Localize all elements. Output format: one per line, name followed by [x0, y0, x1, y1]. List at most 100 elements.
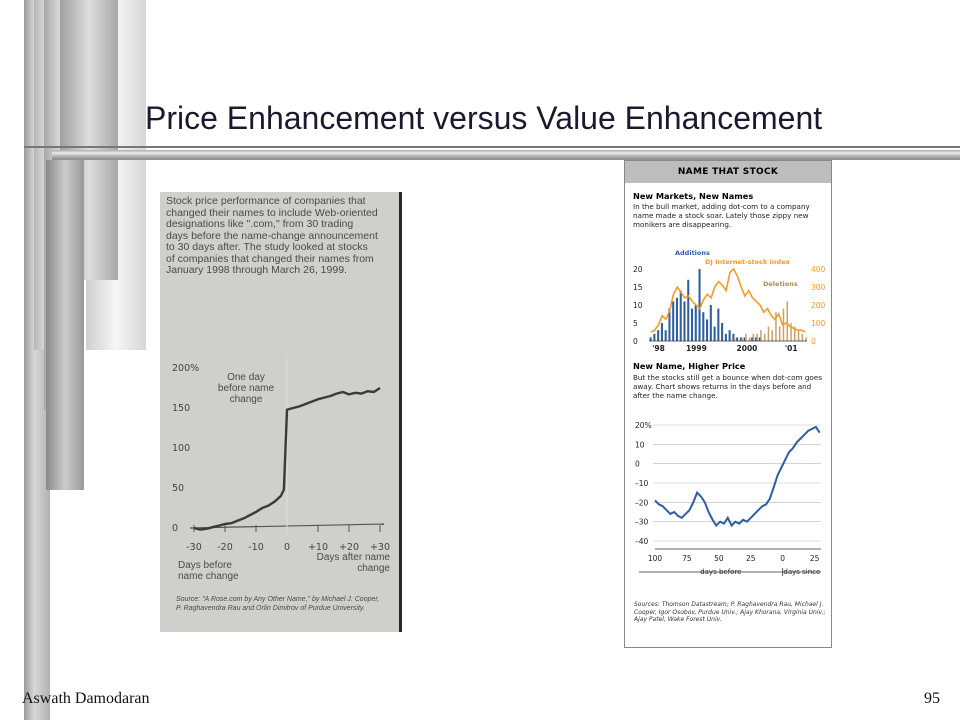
- top-x-tick: '98: [652, 344, 665, 353]
- left-series-line: [193, 386, 381, 531]
- bottom-x-tick: 100: [648, 554, 663, 563]
- bottom-x-tick: 0: [780, 554, 785, 563]
- label-index: DJ Internet-stock index: [705, 258, 790, 266]
- left-x-tick: +10: [308, 542, 328, 553]
- addition-bar: [709, 305, 712, 341]
- addition-bar: [672, 301, 675, 341]
- deletion-bar: [748, 337, 751, 341]
- top-y-tick-left: 20: [633, 265, 643, 274]
- left-y-tick: 150: [172, 403, 190, 414]
- top-y-tick-right: 0: [811, 337, 816, 346]
- deletion-bar: [778, 326, 781, 341]
- right-figure: NAME THAT STOCK New Markets, New Names I…: [624, 160, 832, 648]
- bottom-x-tick: 25: [810, 554, 820, 563]
- bottom-y-tick: –30: [635, 518, 649, 527]
- deletion-bar: [763, 333, 766, 341]
- addition-bar: [664, 330, 667, 341]
- bottom-x-tick: 75: [682, 554, 692, 563]
- bottom-chart-title: New Name, Higher Price: [633, 361, 746, 371]
- bottom-y-tick: 20%: [635, 421, 652, 430]
- addition-bar: [751, 337, 754, 341]
- left-source: Source: "A Rose.com by Any Other Name," …: [176, 596, 380, 612]
- left-figure: Stock price performance of companies tha…: [160, 192, 402, 632]
- title-rule-thin: [24, 146, 960, 148]
- left-x-tick: -10: [248, 542, 264, 553]
- left-caption: Stock price performance of companies tha…: [166, 195, 378, 276]
- left-y-tick: 200%: [172, 363, 199, 374]
- bottom-series-line: [654, 425, 821, 528]
- right-header: NAME THAT STOCK: [625, 161, 831, 183]
- addition-bar: [657, 330, 660, 341]
- deletion-bar: [741, 337, 743, 341]
- top-chart-text: In the bull market, adding dot-com to a …: [633, 202, 810, 229]
- deletion-bar: [801, 333, 804, 341]
- deletion-bar: [745, 333, 747, 341]
- left-annotation: One day before name change: [217, 372, 275, 405]
- addition-bar: [683, 301, 686, 341]
- bottom-y-tick: –20: [635, 498, 649, 507]
- addition-bar: [721, 323, 724, 341]
- title-rule: [52, 150, 960, 160]
- label-additions: Additions: [675, 249, 710, 257]
- deletion-bar: [775, 312, 777, 341]
- deletion-bar: [797, 330, 800, 341]
- label-days-since: days since: [783, 568, 820, 576]
- slide-title: Price Enhancement versus Value Enhanceme…: [145, 100, 823, 136]
- addition-bar: [660, 323, 663, 341]
- bottom-chart-text: But the stocks still get a bounce when d…: [633, 373, 822, 400]
- top-chart: 20 15 10 5 0 400 300 200 100 0 '98 1999 2000 '01 Addit…: [633, 249, 826, 353]
- addition-bar: [706, 319, 709, 341]
- addition-bar: [717, 308, 720, 341]
- left-y-tick: 100: [172, 443, 190, 454]
- left-x-tick: 0: [284, 542, 290, 553]
- left-y-tick: 0: [172, 523, 178, 534]
- author-footer: Aswath Damodaran: [22, 690, 150, 707]
- left-x-tick: -30: [186, 542, 202, 553]
- top-y-tick-left: 15: [633, 283, 643, 292]
- addition-bar: [758, 337, 761, 341]
- addition-bar: [732, 333, 735, 341]
- addition-bar: [736, 337, 739, 341]
- index-line: [650, 267, 806, 333]
- deletion-bar: [767, 326, 770, 341]
- addition-bar: [679, 290, 682, 341]
- top-y-tick-left: 10: [633, 301, 643, 310]
- deletion-bar: [752, 333, 755, 341]
- left-y-tick: 50: [172, 483, 184, 494]
- top-chart-title: New Markets, New Names: [633, 191, 754, 201]
- page-number: 95: [924, 690, 940, 707]
- left-chart: 200% 150 100 50 0 -30 -20 -10 0 +10 +20 +30: [172, 358, 390, 553]
- deletion-bar: [771, 330, 773, 341]
- top-y-tick-left: 0: [633, 337, 638, 346]
- bottom-y-tick: 0: [635, 460, 640, 469]
- addition-bar: [649, 337, 652, 341]
- addition-bar: [653, 333, 656, 341]
- left-xlabel-after: Days after name change: [316, 552, 390, 574]
- left-x-tick: -20: [217, 542, 233, 553]
- addition-bar: [739, 337, 742, 341]
- deletion-bar: [794, 326, 796, 341]
- addition-bar: [754, 337, 758, 341]
- bottom-y-tick: –40: [635, 537, 649, 546]
- deletion-bar: [805, 337, 807, 341]
- deletion-bar: [760, 330, 762, 341]
- left-x-tick: +30: [370, 542, 390, 553]
- top-x-tick: 1999: [686, 344, 707, 353]
- left-xlabel-before: Days before name change: [178, 560, 239, 582]
- top-y-tick-right: 400: [811, 265, 826, 274]
- label-deletions: Deletions: [763, 280, 798, 288]
- addition-bar: [702, 312, 705, 341]
- top-x-tick: '01: [785, 344, 798, 353]
- top-y-tick-left: 5: [633, 319, 638, 328]
- bottom-x-tick: 50: [714, 554, 724, 563]
- deletion-bar: [786, 301, 789, 341]
- addition-bar: [668, 308, 671, 341]
- decor-bar-6: [46, 160, 84, 490]
- addition-bar: [690, 308, 694, 341]
- deletion-bar: [756, 333, 758, 341]
- deletion-bar: [733, 337, 736, 341]
- bottom-y-tick: 10: [635, 440, 645, 449]
- label-days-before: days before: [700, 568, 741, 576]
- addition-bar: [675, 297, 679, 341]
